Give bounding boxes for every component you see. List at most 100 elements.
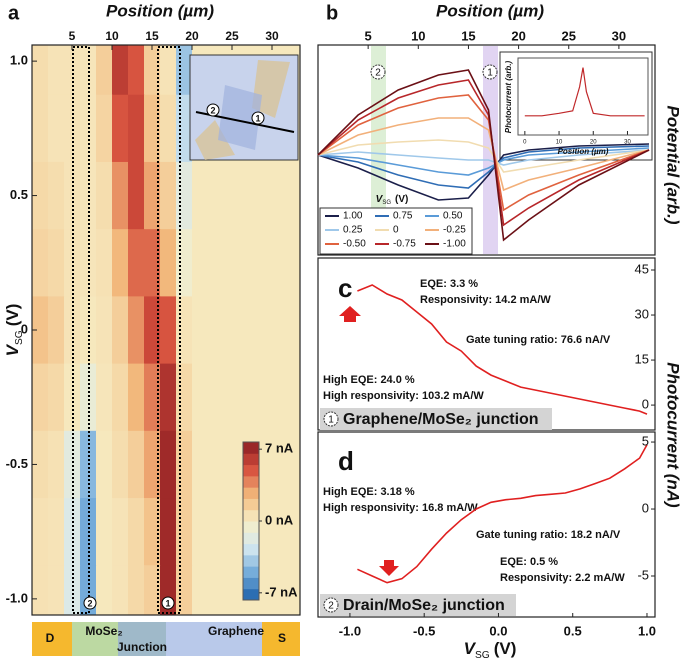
legend-label: -0.50: [343, 239, 366, 250]
y-tick-label: 30: [635, 306, 649, 321]
line-series: [317, 143, 650, 201]
x-tick-label: 15: [461, 28, 475, 43]
plot-frame: [317, 44, 656, 256]
x-tick-label: 5: [69, 29, 76, 43]
heatmap-cell: [160, 363, 177, 432]
heatmap-cell: [144, 296, 161, 365]
heatmap-cell: [272, 296, 289, 365]
heatmap-cell: [112, 94, 129, 163]
region: [118, 622, 166, 656]
annotation: High EQE: 24.0 %: [323, 374, 415, 386]
axis-title-main: V: [464, 639, 477, 658]
panel-letter: d: [338, 446, 354, 476]
heatmap-cell: [224, 430, 241, 499]
colorbar-step: [243, 577, 259, 590]
axis-title-main: V: [376, 194, 384, 205]
heatmap-cell: [32, 229, 49, 297]
marker-circle: [83, 596, 97, 610]
marker-circle: [251, 111, 265, 125]
axis-title: VSG (V): [3, 304, 25, 357]
junction-marker: 2: [87, 598, 92, 608]
heatmap-cell: [240, 296, 257, 365]
x-tick-label: 5: [365, 28, 372, 43]
device-inset: 2 1: [189, 54, 299, 161]
inset-marker: 2: [210, 105, 215, 115]
y-tick-label: 0.5: [10, 187, 28, 202]
annotation: High responsivity: 103.2 mA/W: [323, 390, 484, 402]
region-box: [72, 46, 90, 614]
band-label: 2: [375, 68, 381, 79]
legend-label: 0: [393, 225, 399, 236]
region: [72, 622, 118, 656]
heatmap-cell: [64, 430, 81, 499]
annotation: EQE: 3.3 %: [420, 278, 478, 290]
heatmap-cell: [176, 498, 193, 566]
colorbar-step: [243, 543, 259, 556]
annotation: EQE: 0.5 %: [500, 556, 558, 568]
colorbar-step: [243, 521, 259, 533]
heatmap-cell: [48, 161, 65, 230]
legend-label: 0.50: [443, 211, 463, 222]
x-tick-label: -0.5: [413, 623, 435, 638]
region: [262, 622, 300, 656]
region-label: Junction: [117, 640, 167, 654]
line-series: [357, 444, 648, 584]
heatmap-cell: [176, 161, 193, 230]
heatmap-cell: [48, 430, 65, 499]
heatmap-cell: [64, 498, 81, 566]
y-tick-label: 15: [635, 351, 649, 366]
heatmap-cell: [224, 498, 241, 566]
heatmap-cell: [112, 229, 129, 297]
heatmap-cell: [80, 45, 97, 96]
line-series: [317, 145, 650, 189]
heatmap-cell: [64, 94, 81, 163]
heatmap-cell: [48, 565, 65, 615]
arrow: [339, 306, 361, 322]
heatmap-cell: [112, 565, 129, 615]
inset-frame: [499, 51, 653, 161]
annotation: Responsivity: 2.2 mA/W: [500, 572, 625, 584]
x-tick-label: 10: [411, 28, 425, 43]
band: [371, 46, 386, 254]
marker-circle: [323, 597, 339, 613]
marker-circle: [161, 596, 175, 610]
annotation: High EQE: 3.18 %: [323, 486, 415, 498]
inset-x-title: Position (µm): [558, 147, 609, 156]
heatmap-cell: [112, 498, 129, 566]
inset-plot-frame: [517, 57, 649, 136]
heatmap-cell: [144, 94, 161, 163]
colorbar-step: [243, 464, 259, 477]
junction-marker: 1: [328, 415, 334, 426]
legend-label: 0.75: [393, 211, 413, 222]
heatmap-cell: [224, 161, 241, 230]
heatmap-cell: [32, 430, 49, 499]
line-series: [317, 147, 650, 176]
heatmap-cell: [64, 161, 81, 230]
junction-label: Graphene/MoSe₂ junction: [343, 411, 539, 428]
heatmap-cell: [32, 363, 49, 432]
heatmap-cell: [208, 229, 225, 297]
heatmap-cell: [32, 498, 49, 566]
heatmap-cell: [288, 565, 300, 615]
heatmap-cell: [240, 161, 257, 230]
junction-box: [320, 594, 516, 616]
panel-letter: a: [8, 2, 20, 24]
heatmap-cell: [256, 565, 273, 615]
marker-circle: [482, 64, 498, 80]
line-series: [317, 139, 650, 173]
x-axis-title: Position (µm): [106, 1, 214, 20]
legend-label: 0.25: [343, 225, 363, 236]
x-tick-label: 15: [145, 29, 159, 43]
heatmap-cell: [112, 430, 129, 499]
x-tick-label: 30: [624, 140, 631, 146]
x-tick-label: 0.5: [564, 623, 582, 638]
heatmap-cell: [240, 229, 257, 297]
axis-title-sub: SG: [475, 650, 490, 660]
heatmap-cell: [240, 363, 257, 432]
colorbar-step: [243, 498, 259, 511]
heatmap-cell: [208, 363, 225, 432]
heatmap-cell: [112, 296, 129, 365]
colorbar-label: -7 nA: [265, 584, 298, 599]
x-tick-label: -1.0: [339, 623, 361, 638]
heatmap-cell: [176, 363, 193, 432]
